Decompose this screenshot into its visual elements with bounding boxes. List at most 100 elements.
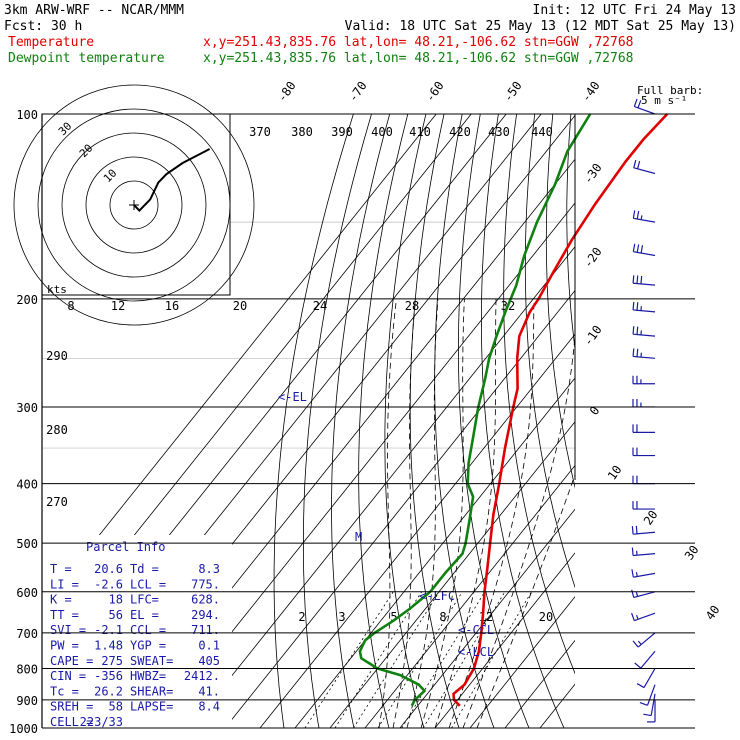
parcel-value: 223/33 [80,715,123,729]
wind-barbs [631,98,656,723]
dry-adiabat-label: 420 [449,125,471,139]
dry-adiabat-line [716,114,740,740]
wind-barb-half [635,572,638,577]
dry-adiabat-line [662,114,740,740]
wind-barb-shaft [633,309,656,313]
parcel-value: 20.6 [94,562,123,576]
wind-barb-flag [639,702,648,706]
parcel-value: 405 [198,654,220,668]
dry-adiabat-line [480,114,565,728]
wind-barb-shaft [633,217,656,223]
wind-barb-flag [635,525,638,534]
mixing-ratio-label: 5 [390,610,397,624]
wind-barb [633,159,656,175]
background-lines [42,114,740,740]
wind-barb [631,612,656,622]
moist-adiabat-label: 28 [405,299,419,313]
dry-adiabat-line [524,114,575,589]
isotherm-line [469,596,575,728]
pressure-tick-label: 600 [16,586,38,600]
wind-legend-line2: 5 m s⁻¹ [641,94,687,107]
dry-adiabat-line [409,114,460,728]
isotherm-label: 40 [703,603,723,623]
isotherm-label: -80 [275,79,299,105]
wind-barb-shaft [634,612,656,622]
isotherm-label: 0 [587,404,603,418]
wind-barb-shaft [633,282,656,286]
isotherm-label: 10 [605,463,625,483]
hodograph-axis-label: kts [47,283,67,296]
parcel-label: LAPSE= [130,700,173,714]
dry-adiabat-line [302,114,372,728]
isotherm-label: -50 [501,79,525,105]
isotherm-line [259,333,575,728]
moist-adiabat-line [392,298,416,728]
valid-time: Valid: 18 UTC Sat 25 May 13 (12 MDT Sat … [345,19,736,34]
mixing-ratio-line [422,591,506,728]
isotherm-line [154,202,575,728]
moist-adiabat-line [476,473,575,728]
moist-adiabat-line [406,298,439,728]
dry-adiabat-label: 430 [488,125,510,139]
moist-adiabat-line [378,298,397,728]
parcel-label: LCL = [130,577,166,591]
hodograph-ring [109,180,159,230]
wind-barb-shaft [634,105,656,115]
dry-adiabat-line [644,114,740,740]
wind-barb-flag [636,302,639,311]
wind-barb-flag [636,275,639,284]
ccl-marker: <-CCL [458,623,494,637]
parcel-label: TT = [50,608,79,622]
parcel-label: T = [50,562,72,576]
wind-barb-shaft [643,668,656,688]
wind-barb-shaft [633,167,656,175]
wind-barb [634,650,656,669]
wind-barb-flag [636,160,641,169]
dry-adiabat-left-label: 290 [46,349,68,363]
wind-barb [632,447,655,457]
dry-adiabat-line [698,114,740,740]
parcel-info-panel: Parcel Info T = 20.6 Td = 8.3 LI = -2.6 LCL = 7… [42,535,232,729]
parcel-value: 18 [109,593,123,607]
dry-adiabat-line [331,114,391,728]
dry-adiabat-label: 440 [531,125,553,139]
parcel-info-title: Parcel Info [86,540,165,554]
parcel-value: 628. [191,593,220,607]
wind-barb [636,668,656,689]
dry-adiabat-label: 390 [331,125,353,139]
parcel-label: K = [50,593,72,607]
dry-adiabat-label: 370 [249,125,271,139]
pressure-tick-label: 100 [16,108,38,122]
wind-barb-shaft [633,333,656,337]
dry-adiabat-label: 400 [371,125,393,139]
mixing-ratio-label: 20 [539,610,553,624]
wind-barb-flag [636,348,639,357]
parcel-value: 56 [109,608,123,622]
isotherm-line [42,114,437,608]
isotherm-line [329,421,575,728]
parcel-label: SHEAR= [130,684,173,698]
moist-adiabat-label: 24 [313,299,327,313]
lfc-marker: <-LFC [419,589,455,603]
pressure-tick-label: 700 [16,627,38,641]
hodograph-trace [133,148,211,213]
hodograph-ring [37,108,231,302]
isotherm-label: -60 [423,79,447,105]
wind-barb-half [637,640,642,645]
profiles [358,113,669,707]
parcel-value: 2412. [184,669,220,683]
wind-barb-flag [632,243,636,252]
wind-barb-flag [636,211,640,220]
wind-barb-half [635,614,639,620]
dry-adiabat-left-label: 280 [46,423,68,437]
parcel-label: LI = [50,577,79,591]
wind-barb [632,275,656,286]
wind-barb [632,243,656,257]
parcel-label: CIN = [50,669,86,683]
wind-barb [631,569,656,578]
wind-barb-flag [633,98,638,107]
parcel-label: EL = [130,608,159,622]
dry-adiabat-line [625,114,740,740]
hodograph-ring [61,132,207,278]
